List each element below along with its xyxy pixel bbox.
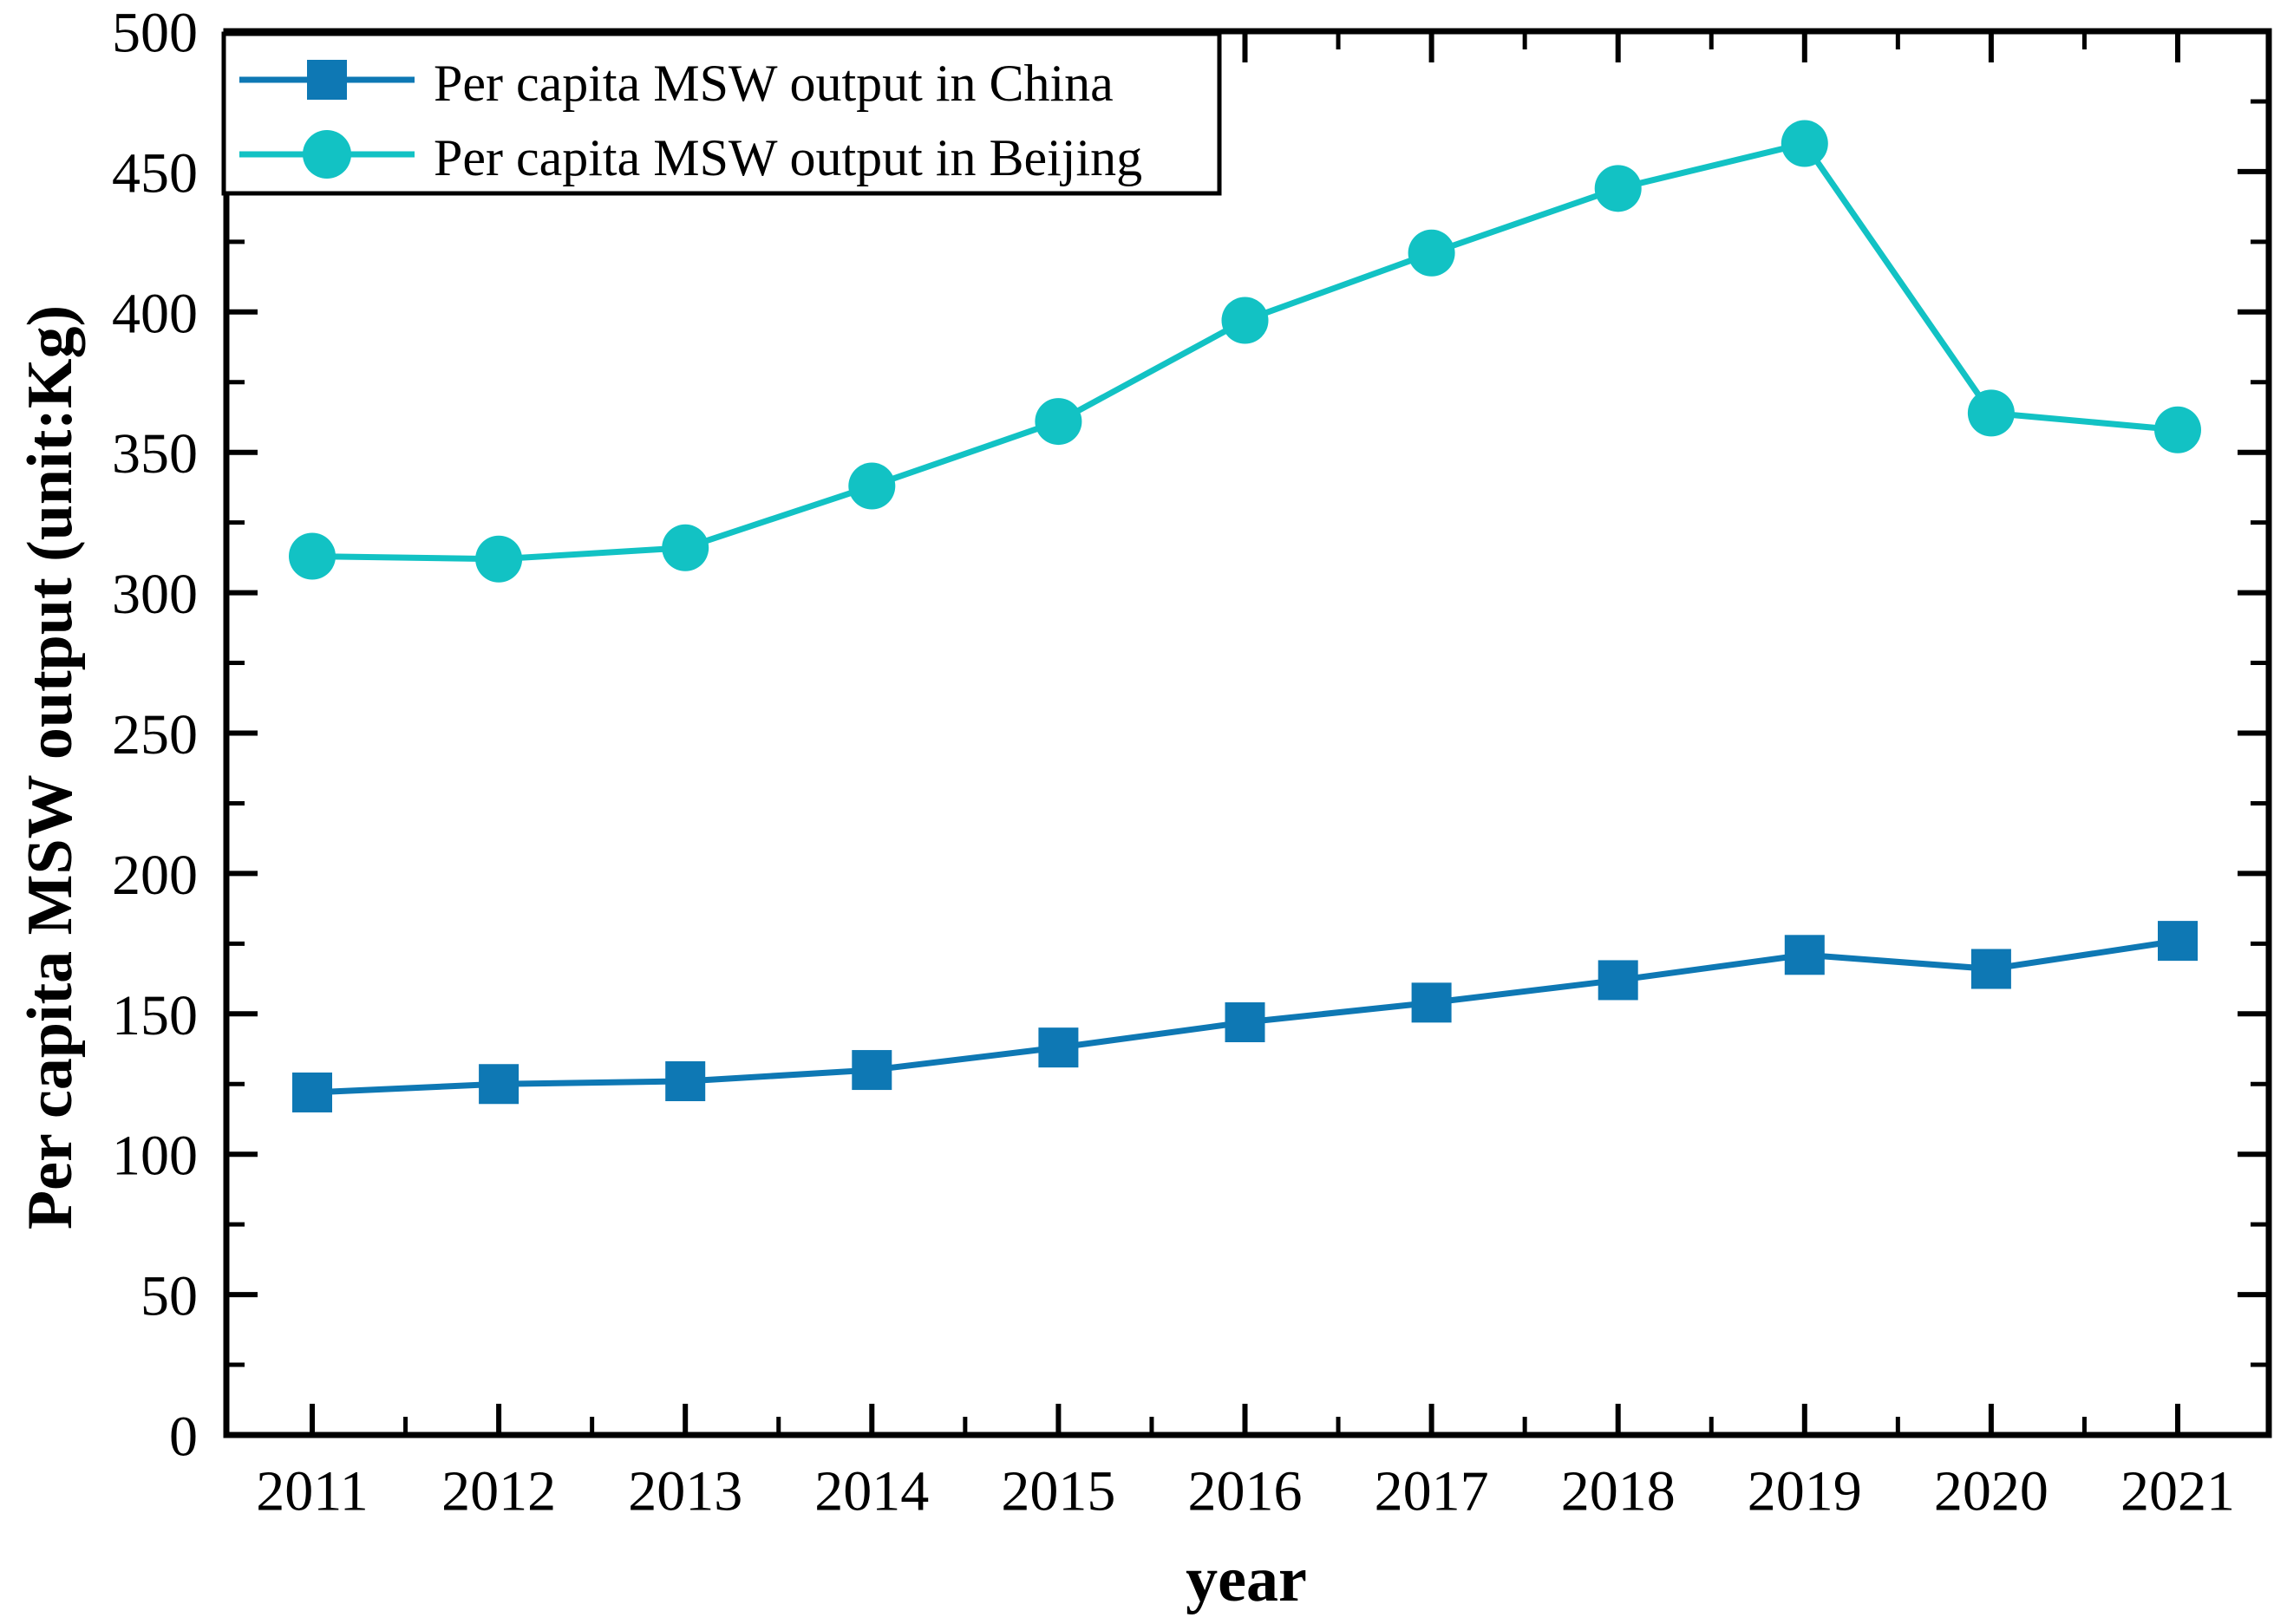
x-tick-label: 2014 bbox=[814, 1460, 929, 1523]
x-tick-label: 2013 bbox=[628, 1460, 742, 1523]
plot-frame bbox=[223, 28, 2272, 1438]
data-point-square bbox=[2158, 921, 2198, 962]
legend-item-beijing: Per capita MSW output in Beijing bbox=[239, 129, 1142, 186]
legend-label-china: Per capita MSW output in China bbox=[434, 55, 1114, 112]
x-tick-label: 2012 bbox=[441, 1460, 556, 1523]
data-point-circle bbox=[848, 462, 896, 510]
x-tick-label: 2020 bbox=[1934, 1460, 2048, 1523]
data-point-square bbox=[1411, 982, 1452, 1023]
data-point-square bbox=[665, 1061, 706, 1102]
data-point-circle bbox=[289, 532, 336, 580]
y-tick-label: 50 bbox=[140, 1265, 198, 1328]
y-axis-title: Per capita MSW output (unit:Kg) bbox=[15, 305, 86, 1229]
y-tick-label: 350 bbox=[112, 422, 198, 486]
data-point-square bbox=[1598, 960, 1638, 1001]
x-tick-label: 2016 bbox=[1188, 1460, 1303, 1523]
y-tick-label: 150 bbox=[112, 984, 198, 1047]
x-tick-label: 2019 bbox=[1748, 1460, 1862, 1523]
series-line bbox=[311, 140, 2179, 563]
data-point-circle bbox=[1967, 389, 2015, 437]
data-point-circle bbox=[2154, 406, 2201, 453]
data-point-square bbox=[292, 1072, 332, 1112]
legend-circle-marker-icon bbox=[303, 130, 351, 179]
y-tick-label: 250 bbox=[112, 703, 198, 766]
y-tick-label: 400 bbox=[112, 282, 198, 345]
data-point-circle bbox=[475, 535, 523, 583]
data-point-square bbox=[1970, 949, 2011, 989]
legend-square-marker-icon bbox=[307, 60, 347, 100]
data-point-square bbox=[1225, 1002, 1265, 1043]
series-china bbox=[292, 921, 2198, 1112]
legend: Per capita MSW output in China Per capit… bbox=[221, 31, 1222, 196]
series-layer bbox=[289, 120, 2201, 1112]
data-point-circle bbox=[1221, 297, 1269, 344]
data-point-square bbox=[1784, 935, 1825, 975]
y-tick-label: 100 bbox=[112, 1125, 198, 1188]
data-point-circle bbox=[662, 524, 709, 571]
x-tick-label: 2015 bbox=[1001, 1460, 1115, 1523]
legend-box bbox=[221, 31, 1222, 196]
y-tick-label: 500 bbox=[112, 2, 198, 65]
data-point-circle bbox=[1035, 398, 1082, 446]
x-axis-title: year bbox=[1186, 1544, 1307, 1615]
x-tick-label: 2011 bbox=[256, 1460, 369, 1523]
legend-item-china: Per capita MSW output in China bbox=[239, 55, 1114, 112]
data-point-circle bbox=[1781, 120, 1828, 167]
data-point-circle bbox=[1408, 229, 1455, 277]
y-tick-label: 0 bbox=[169, 1406, 198, 1469]
axis-ticks: 0 50 100 150 200 250 300 350 400 450 500 2011 2012 20… bbox=[112, 2, 2269, 1523]
data-point-circle bbox=[1594, 165, 1642, 212]
data-point-square bbox=[479, 1064, 519, 1105]
x-tick-label: 2018 bbox=[1561, 1460, 1676, 1523]
data-point-square bbox=[852, 1050, 892, 1091]
x-tick-label: 2017 bbox=[1375, 1460, 1489, 1523]
x-tick-label: 2021 bbox=[2120, 1460, 2235, 1523]
y-tick-label: 300 bbox=[112, 563, 198, 626]
legend-label-beijing: Per capita MSW output in Beijing bbox=[434, 129, 1142, 186]
y-tick-label: 450 bbox=[112, 141, 198, 205]
y-tick-label: 200 bbox=[112, 844, 198, 907]
data-point-square bbox=[1038, 1027, 1079, 1068]
series-beijing bbox=[289, 120, 2201, 583]
